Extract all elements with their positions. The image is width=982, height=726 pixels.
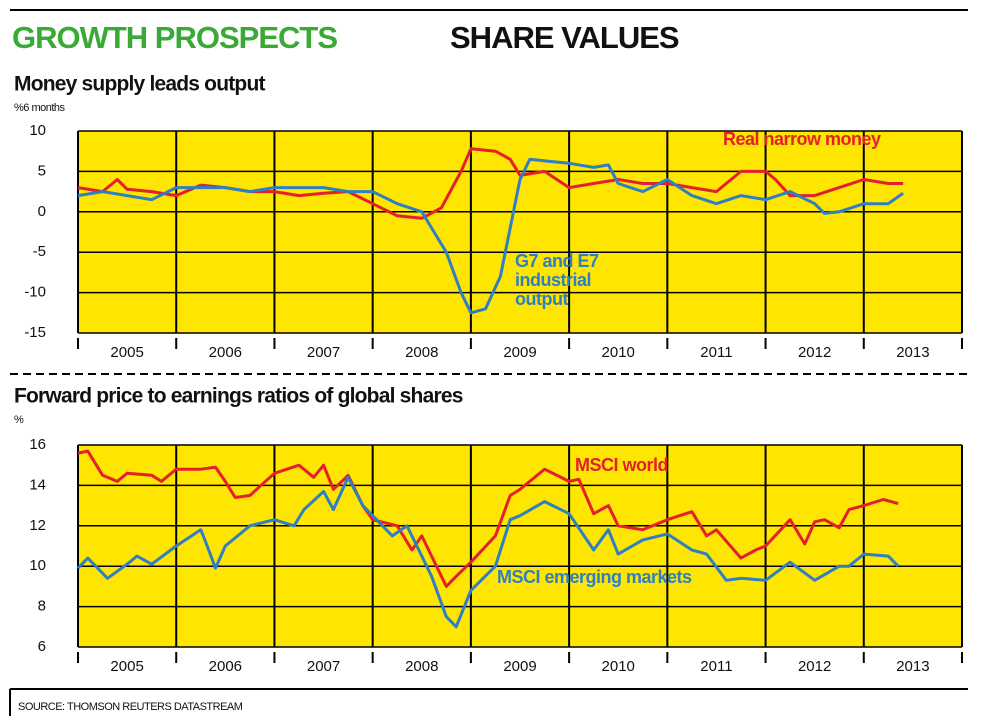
header-title-green: GROWTH PROSPECTS (12, 20, 337, 55)
x-tick-label: 2013 (896, 344, 929, 361)
header-title-black: SHARE VALUES (450, 20, 679, 55)
y-tick-label: 10 (29, 122, 46, 139)
chart-title: Money supply leads output (14, 73, 265, 96)
source: SOURCE: THOMSON REUTERS DATASTREAM (18, 701, 243, 713)
x-tick-label: 2010 (602, 344, 635, 361)
x-tick-label: 2008 (405, 658, 438, 675)
x-tick-label: 2008 (405, 344, 438, 361)
y-tick-label: -15 (24, 324, 46, 341)
x-tick-label: 2009 (503, 344, 536, 361)
y-unit: %6 months (14, 102, 66, 114)
x-tick-label: 2005 (110, 658, 143, 675)
data-line (77, 157, 904, 315)
plot-background (78, 131, 962, 333)
y-tick-label: 10 (29, 557, 46, 574)
x-tick-label: 2009 (503, 658, 536, 675)
x-tick-label: 2012 (798, 344, 831, 361)
series-label: Real narrow money (723, 129, 881, 149)
y-tick-label: -10 (24, 284, 46, 301)
x-tick-label: 2011 (700, 658, 732, 675)
y-tick-label: 16 (29, 436, 46, 453)
y-tick-label: 0 (38, 203, 46, 220)
x-tick-label: 2012 (798, 658, 831, 675)
x-tick-label: 2011 (700, 344, 732, 361)
x-tick-label: 2010 (602, 658, 635, 675)
y-tick-label: 12 (29, 517, 46, 534)
series-label: MSCI emerging markets (497, 567, 692, 587)
y-tick-label: 6 (38, 638, 46, 655)
x-tick-label: 2005 (110, 344, 143, 361)
x-tick-label: 2007 (307, 658, 340, 675)
x-tick-label: 2007 (307, 344, 340, 361)
y-unit: % (14, 414, 24, 426)
y-tick-label: 5 (38, 162, 46, 179)
data-line (77, 147, 904, 220)
data-line (76, 475, 900, 629)
x-tick-label: 2006 (209, 344, 242, 361)
y-tick-label: 8 (38, 598, 46, 615)
plot-background (78, 445, 962, 647)
data-line (77, 449, 899, 588)
y-tick-label: 14 (29, 476, 46, 493)
x-tick-label: 2006 (209, 658, 242, 675)
x-tick-label: 2013 (896, 658, 929, 675)
y-tick-label: -5 (33, 243, 46, 260)
chart-title: Forward price to earnings ratios of glob… (14, 385, 463, 408)
series-label: G7 and E7 industrial output (515, 251, 599, 309)
series-label: MSCI world (575, 455, 669, 475)
